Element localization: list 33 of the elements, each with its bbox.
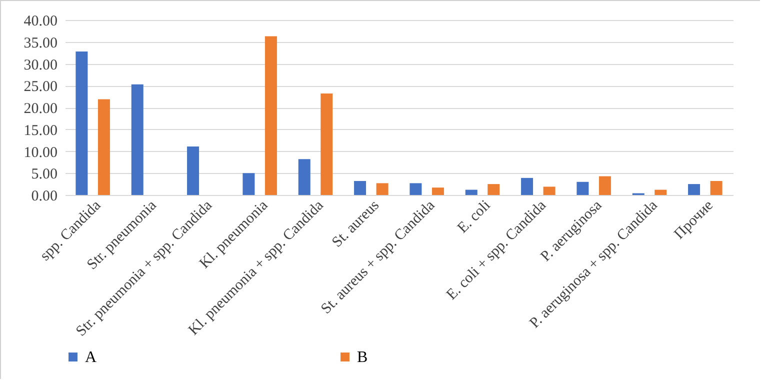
y-tick-label: 30.00 xyxy=(24,57,58,74)
y-tick-label: 15.00 xyxy=(24,122,58,139)
bar xyxy=(576,182,589,195)
y-tick-label: 25.00 xyxy=(24,79,58,96)
bar xyxy=(76,52,88,195)
bar xyxy=(598,176,611,195)
bar xyxy=(688,184,700,195)
bar xyxy=(187,146,200,195)
bar xyxy=(131,84,144,195)
legend-label: B xyxy=(357,349,368,366)
y-tick-label: 5.00 xyxy=(31,166,58,183)
bar xyxy=(376,183,388,195)
bar xyxy=(242,173,255,195)
bar xyxy=(465,190,478,195)
y-tick-label: 35.00 xyxy=(24,35,58,52)
legend-label: A xyxy=(85,349,97,366)
bar xyxy=(521,178,534,195)
bar xyxy=(298,159,310,195)
bar xyxy=(98,99,110,195)
bar xyxy=(543,186,556,195)
y-tick-label: 0.00 xyxy=(31,188,58,204)
bar xyxy=(410,183,422,195)
y-tick-label: 40.00 xyxy=(24,14,58,30)
bar xyxy=(654,190,667,195)
bar xyxy=(488,184,500,195)
y-tick-label: 20.00 xyxy=(24,101,58,117)
bar xyxy=(354,181,366,195)
bar xyxy=(710,181,722,195)
x-tick-label: E. coli xyxy=(454,198,494,236)
bar xyxy=(264,36,277,195)
y-tick-label: 10.00 xyxy=(24,144,58,161)
bar xyxy=(320,94,333,195)
bar xyxy=(432,188,444,195)
